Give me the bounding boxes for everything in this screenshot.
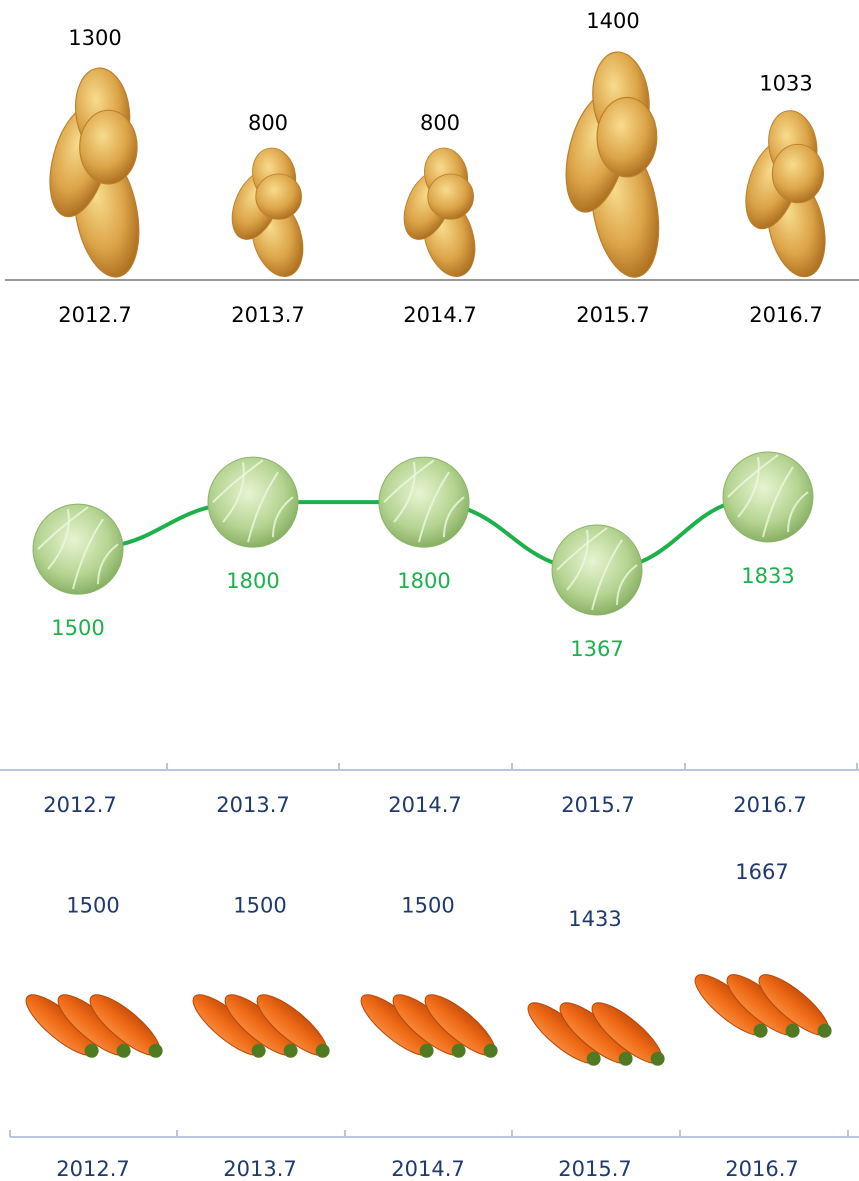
potato-bar — [39, 65, 148, 282]
potato-bar — [736, 109, 833, 281]
potato-bar — [396, 146, 483, 279]
cabbage-point — [33, 504, 123, 594]
carrot-bundle — [18, 986, 170, 1066]
x-tick-label: 2016.7 — [733, 793, 806, 817]
value-label: 800 — [248, 111, 288, 135]
x-tick-label: 2015.7 — [558, 1157, 631, 1181]
carrot-bundle — [687, 966, 839, 1046]
x-tick-label: 2014.7 — [403, 303, 476, 327]
value-label: 1500 — [401, 894, 454, 918]
potato-shape — [256, 174, 302, 219]
carrot-bundle — [185, 986, 337, 1066]
value-label: 800 — [420, 111, 460, 135]
cabbage-head — [208, 457, 298, 547]
value-label: 1500 — [66, 894, 119, 918]
carrot-bundle — [520, 994, 672, 1074]
cabbage-point — [723, 452, 813, 542]
potato-shape — [428, 174, 474, 219]
x-tick-label: 2012.7 — [43, 793, 116, 817]
value-label: 1033 — [759, 71, 812, 95]
value-label: 1500 — [51, 616, 104, 640]
value-label: 1433 — [568, 907, 621, 931]
potato-shape — [772, 144, 823, 203]
value-label: 1800 — [397, 569, 450, 593]
potato-bar — [555, 49, 668, 282]
cabbage-head — [379, 457, 469, 547]
x-tick-label: 2014.7 — [388, 793, 461, 817]
cabbage-point — [552, 525, 642, 615]
x-tick-label: 2015.7 — [561, 793, 634, 817]
potato-bar — [224, 146, 311, 279]
potato-shape — [597, 98, 657, 177]
x-tick-label: 2013.7 — [216, 793, 289, 817]
cabbage-head — [33, 504, 123, 594]
value-label: 1667 — [735, 860, 788, 884]
value-label: 1400 — [586, 9, 639, 33]
value-label: 1300 — [68, 26, 121, 50]
x-tick-label: 2016.7 — [749, 303, 822, 327]
x-tick-label: 2016.7 — [725, 1157, 798, 1181]
x-tick-label: 2013.7 — [223, 1157, 296, 1181]
value-label: 1833 — [741, 564, 794, 588]
x-tick-label: 2014.7 — [391, 1157, 464, 1181]
x-tick-label: 2013.7 — [231, 303, 304, 327]
value-label: 1367 — [570, 637, 623, 661]
infographic: 1300 800 800 1400 1033 2012.7 2013.7 2014.7 2015… — [0, 0, 859, 1181]
x-tick-label: 2012.7 — [56, 1157, 129, 1181]
potato-shape — [80, 110, 137, 184]
x-tick-label: 2012.7 — [58, 303, 131, 327]
carrot-bundle — [353, 986, 505, 1066]
cabbage-head — [552, 525, 642, 615]
value-label: 1500 — [233, 894, 286, 918]
cabbage-point — [208, 457, 298, 547]
value-label: 1800 — [226, 569, 279, 593]
cabbage-point — [379, 457, 469, 547]
cabbage-head — [723, 452, 813, 542]
x-tick-label: 2015.7 — [576, 303, 649, 327]
